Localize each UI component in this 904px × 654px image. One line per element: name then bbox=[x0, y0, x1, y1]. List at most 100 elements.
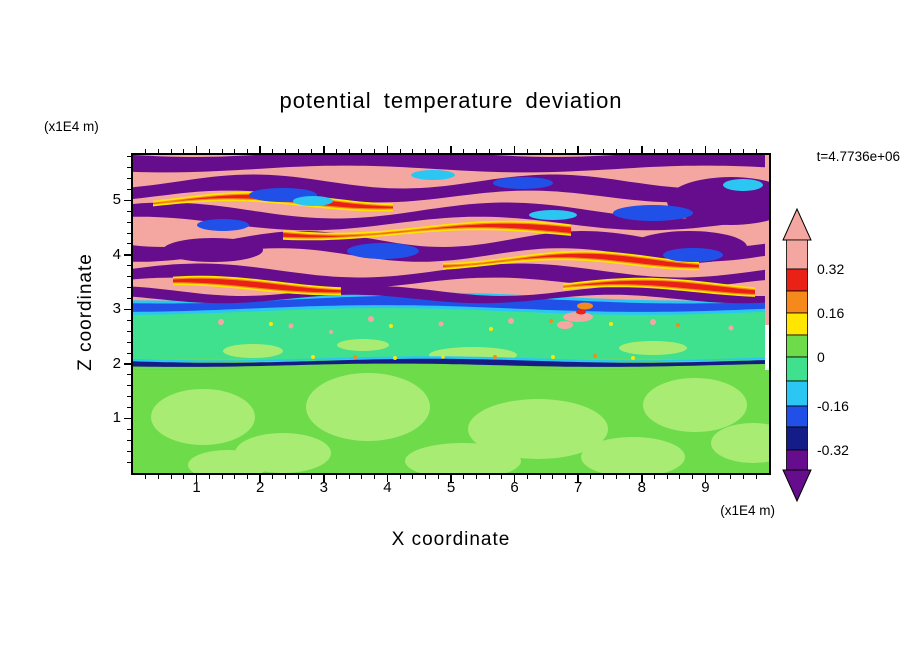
contour-blob bbox=[411, 170, 455, 180]
x-axis-minor-tick bbox=[463, 475, 465, 479]
x-axis-minor-tick bbox=[285, 475, 287, 479]
x-axis-minor-tick bbox=[145, 475, 147, 479]
x-axis-minor-tick bbox=[272, 475, 274, 479]
x-axis-minor-tick bbox=[183, 475, 185, 479]
contour-blob bbox=[306, 373, 430, 441]
contour-band bbox=[443, 250, 699, 271]
contour-blob bbox=[151, 389, 255, 445]
x-tick-label: 6 bbox=[510, 479, 519, 496]
x-axis-top-minor-tick bbox=[246, 149, 248, 153]
contour-band bbox=[153, 194, 393, 209]
x-axis-top-minor-tick bbox=[297, 149, 299, 153]
contour-band bbox=[133, 286, 765, 304]
x-axis-minor-tick bbox=[437, 475, 439, 479]
x-axis-minor-tick bbox=[399, 475, 401, 479]
contour-speck bbox=[438, 321, 444, 327]
contour-blob bbox=[223, 344, 283, 358]
x-axis-top-minor-tick bbox=[208, 149, 210, 153]
z-axis-minor-tick bbox=[127, 319, 131, 321]
z-axis-minor-tick bbox=[127, 188, 131, 190]
z-axis-minor-tick bbox=[127, 407, 131, 409]
x-axis-major-tick bbox=[704, 475, 707, 482]
z-axis-major-tick bbox=[124, 363, 131, 365]
z-axis-minor-tick bbox=[127, 297, 131, 299]
contour-speck bbox=[489, 327, 493, 331]
contour-blob bbox=[468, 399, 608, 459]
contour-speck bbox=[311, 355, 315, 359]
x-axis-minor-tick bbox=[564, 475, 566, 479]
x-axis-top-major-tick bbox=[704, 146, 707, 153]
colorbar-segment bbox=[786, 334, 808, 358]
z-axis-minor-tick bbox=[127, 450, 131, 452]
contour-speck bbox=[393, 356, 397, 360]
colorbar-segment bbox=[786, 290, 808, 314]
contour-blob bbox=[405, 443, 521, 473]
contour-blob bbox=[337, 339, 389, 351]
x-axis-top-minor-tick bbox=[425, 149, 427, 153]
x-axis-minor-tick bbox=[488, 475, 490, 479]
x-axis-minor-tick bbox=[412, 475, 414, 479]
x-axis-top-major-tick bbox=[323, 146, 325, 153]
z-axis-minor-tick bbox=[127, 352, 131, 354]
x-axis-top-major-tick bbox=[450, 146, 452, 153]
contour-speck bbox=[368, 316, 374, 322]
x-axis-top-minor-tick bbox=[234, 149, 236, 153]
x-tick-label: 9 bbox=[701, 479, 710, 496]
contour-blob bbox=[577, 302, 593, 310]
colorbar-segment bbox=[786, 405, 808, 428]
z-axis-minor-tick bbox=[127, 177, 131, 179]
x-axis-minor-tick bbox=[374, 475, 376, 479]
z-axis-minor-tick bbox=[127, 428, 131, 430]
contour-blob bbox=[197, 219, 249, 231]
x-axis-minor-tick bbox=[475, 475, 477, 479]
x-axis-minor-tick bbox=[717, 475, 719, 479]
x-axis-minor-tick bbox=[615, 475, 617, 479]
plot-area bbox=[131, 153, 771, 475]
contour-speck bbox=[441, 355, 445, 359]
x-axis-top-minor-tick bbox=[654, 149, 656, 153]
x-axis-top-minor-tick bbox=[310, 149, 312, 153]
contour-speck bbox=[551, 355, 555, 359]
x-axis-top-minor-tick bbox=[361, 149, 363, 153]
contour-speck bbox=[353, 355, 357, 359]
z-axis-minor-tick bbox=[127, 167, 131, 169]
x-axis-minor-tick bbox=[221, 475, 223, 479]
x-axis-top-minor-tick bbox=[526, 149, 528, 153]
x-axis-top-minor-tick bbox=[475, 149, 477, 153]
x-axis-top-major-tick bbox=[259, 146, 261, 153]
contour-speck bbox=[269, 322, 273, 326]
x-axis-minor-tick bbox=[310, 475, 312, 479]
x-axis-top-minor-tick bbox=[399, 149, 401, 153]
x-axis-top-major-tick bbox=[386, 146, 389, 153]
x-axis-major-tick bbox=[195, 475, 198, 482]
colorbar-tick-label: 0.16 bbox=[817, 305, 845, 321]
contour-band bbox=[133, 155, 765, 173]
contour-band bbox=[443, 252, 699, 269]
contour-blob bbox=[557, 321, 573, 329]
z-axis-minor-tick bbox=[127, 265, 131, 267]
z-tick-label: 5 bbox=[112, 191, 121, 209]
x-axis-minor-tick bbox=[603, 475, 605, 479]
x-axis-minor-tick bbox=[654, 475, 656, 479]
x-axis-top-minor-tick bbox=[157, 149, 159, 153]
contour-blob bbox=[643, 378, 747, 432]
x-axis-minor-tick bbox=[628, 475, 630, 479]
contour-speck bbox=[676, 323, 680, 327]
colorbar-arrow-up bbox=[782, 207, 812, 241]
contour-speck bbox=[508, 318, 514, 324]
contour-blob bbox=[163, 238, 263, 262]
x-axis-top-minor-tick bbox=[183, 149, 185, 153]
colorbar-tick-label: -0.16 bbox=[817, 398, 849, 414]
x-axis-top-minor-tick bbox=[285, 149, 287, 153]
contour-blob bbox=[581, 437, 685, 473]
contour-blob bbox=[711, 423, 769, 463]
x-axis-top-minor-tick bbox=[170, 149, 172, 153]
contour-band bbox=[173, 278, 341, 293]
z-axis-minor-tick bbox=[127, 243, 131, 245]
contour-speck bbox=[631, 356, 635, 360]
contour-speck bbox=[549, 319, 553, 323]
x-axis-minor-tick bbox=[361, 475, 363, 479]
x-axis-top-minor-tick bbox=[552, 149, 554, 153]
x-axis-minor-tick bbox=[170, 475, 172, 479]
x-axis-label: X coordinate bbox=[391, 529, 511, 550]
